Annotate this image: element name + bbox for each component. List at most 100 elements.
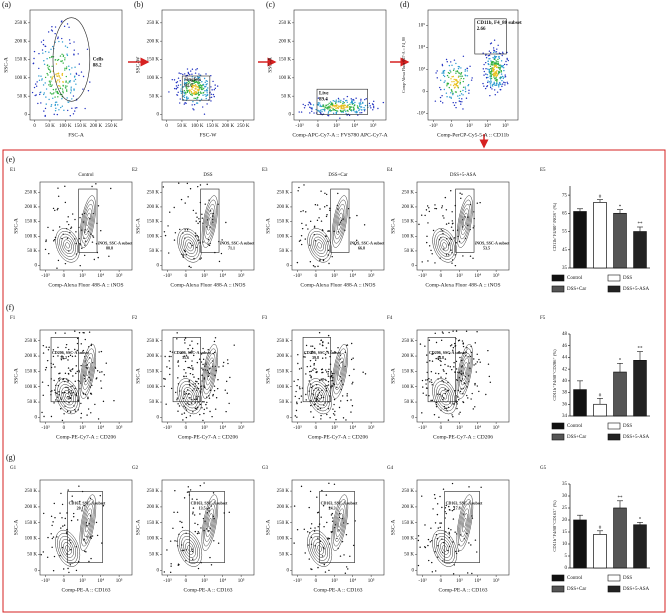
event-dot bbox=[299, 386, 300, 387]
event-dot bbox=[490, 63, 491, 64]
event-dot bbox=[70, 411, 71, 412]
panel-id: F1 bbox=[10, 316, 16, 321]
event-dot bbox=[503, 70, 504, 71]
event-dot bbox=[67, 411, 68, 412]
event-dot bbox=[309, 112, 310, 113]
event-dot bbox=[211, 94, 212, 95]
event-dot bbox=[40, 91, 41, 92]
y-tick-label: 250 K bbox=[277, 489, 290, 494]
event-dot bbox=[440, 97, 441, 98]
event-dot bbox=[420, 343, 421, 344]
x-tick-label: 10⁴ bbox=[474, 578, 481, 584]
event-dot bbox=[56, 268, 57, 269]
event-dot bbox=[342, 103, 343, 104]
event-dot bbox=[194, 399, 195, 400]
event-dot bbox=[50, 80, 51, 81]
event-dot bbox=[204, 113, 205, 114]
event-dot bbox=[459, 98, 460, 99]
event-dot bbox=[365, 105, 366, 106]
event-dot bbox=[40, 76, 41, 77]
event-dot bbox=[74, 49, 75, 50]
event-dot bbox=[310, 360, 311, 361]
event-dot bbox=[311, 523, 312, 524]
event-dot bbox=[297, 529, 298, 530]
event-dot bbox=[310, 261, 311, 262]
event-dot bbox=[206, 89, 207, 90]
event-dot bbox=[485, 88, 486, 89]
event-dot bbox=[78, 53, 79, 54]
event-dot bbox=[181, 522, 182, 523]
x-tick-label: 250 K bbox=[237, 124, 250, 129]
event-dot bbox=[50, 84, 51, 85]
event-dot bbox=[498, 86, 499, 87]
event-dot bbox=[55, 91, 56, 92]
event-dot bbox=[456, 91, 457, 92]
event-dot bbox=[440, 377, 441, 378]
y-axis-label: SSC-W bbox=[135, 56, 141, 74]
event-dot bbox=[502, 52, 503, 53]
event-dot bbox=[98, 418, 99, 419]
event-dot bbox=[178, 183, 179, 184]
gate-pct: 88.8 bbox=[106, 246, 113, 251]
event-dot bbox=[305, 552, 306, 553]
event-dot bbox=[196, 98, 197, 99]
event-dot bbox=[456, 361, 457, 362]
event-dot bbox=[450, 345, 451, 346]
event-dot bbox=[178, 92, 179, 93]
event-dot bbox=[359, 109, 360, 110]
y-tick-label: 0 bbox=[35, 568, 38, 573]
event-dot bbox=[58, 373, 59, 374]
event-dot bbox=[443, 371, 444, 372]
event-dot bbox=[361, 112, 362, 113]
event-dot bbox=[49, 82, 50, 83]
event-dot bbox=[214, 385, 215, 386]
event-dot bbox=[445, 197, 446, 198]
y-axis-label: SSC-A bbox=[265, 520, 271, 536]
event-dot bbox=[201, 214, 202, 215]
event-dot bbox=[321, 111, 322, 112]
event-dot bbox=[51, 390, 52, 391]
event-dot bbox=[326, 105, 327, 106]
event-dot bbox=[351, 359, 352, 360]
event-dot bbox=[454, 237, 455, 238]
legend-swatch bbox=[608, 575, 620, 581]
event-dot bbox=[190, 373, 191, 374]
event-dot bbox=[175, 232, 176, 233]
event-dot bbox=[334, 484, 335, 485]
event-dot bbox=[328, 103, 329, 104]
event-dot bbox=[172, 528, 173, 529]
event-dot bbox=[60, 88, 61, 89]
x-tick-label: -10³ bbox=[163, 425, 172, 431]
event-dot bbox=[340, 555, 341, 556]
event-dot bbox=[493, 52, 494, 53]
event-dot bbox=[505, 74, 506, 75]
x-axis-label: Comp-Alexa Fluor 488-A :: iNOS bbox=[425, 282, 500, 288]
event-dot bbox=[315, 109, 316, 110]
event-dot bbox=[46, 346, 47, 347]
event-dot bbox=[108, 256, 109, 257]
x-tick-label: 150 K bbox=[74, 124, 87, 129]
event-dot bbox=[421, 412, 422, 413]
event-dot bbox=[191, 104, 192, 105]
event-dot bbox=[176, 94, 177, 95]
event-dot bbox=[488, 63, 489, 64]
event-dot bbox=[470, 544, 471, 545]
event-dot bbox=[190, 267, 191, 268]
x-tick-label: 10³ bbox=[331, 578, 338, 584]
x-tick-label: 10³ bbox=[333, 123, 340, 129]
event-dot bbox=[63, 568, 64, 569]
x-axis-label: Comp-Alexa Fluor 488-A :: iNOS bbox=[48, 282, 123, 288]
x-tick-label: 100 K bbox=[191, 124, 204, 129]
event-dot bbox=[226, 381, 227, 382]
y-tick-label: 50 K bbox=[404, 249, 414, 254]
event-dot bbox=[307, 228, 308, 229]
event-dot bbox=[75, 410, 76, 411]
x-tick-label: 0 bbox=[440, 579, 443, 584]
event-dot bbox=[192, 374, 193, 375]
event-dot bbox=[192, 411, 193, 412]
event-dot bbox=[342, 395, 343, 396]
panel-title: DSS bbox=[203, 173, 212, 178]
event-dot bbox=[48, 385, 49, 386]
x-tick-label: -10³ bbox=[293, 425, 302, 431]
event-dot bbox=[458, 76, 459, 77]
